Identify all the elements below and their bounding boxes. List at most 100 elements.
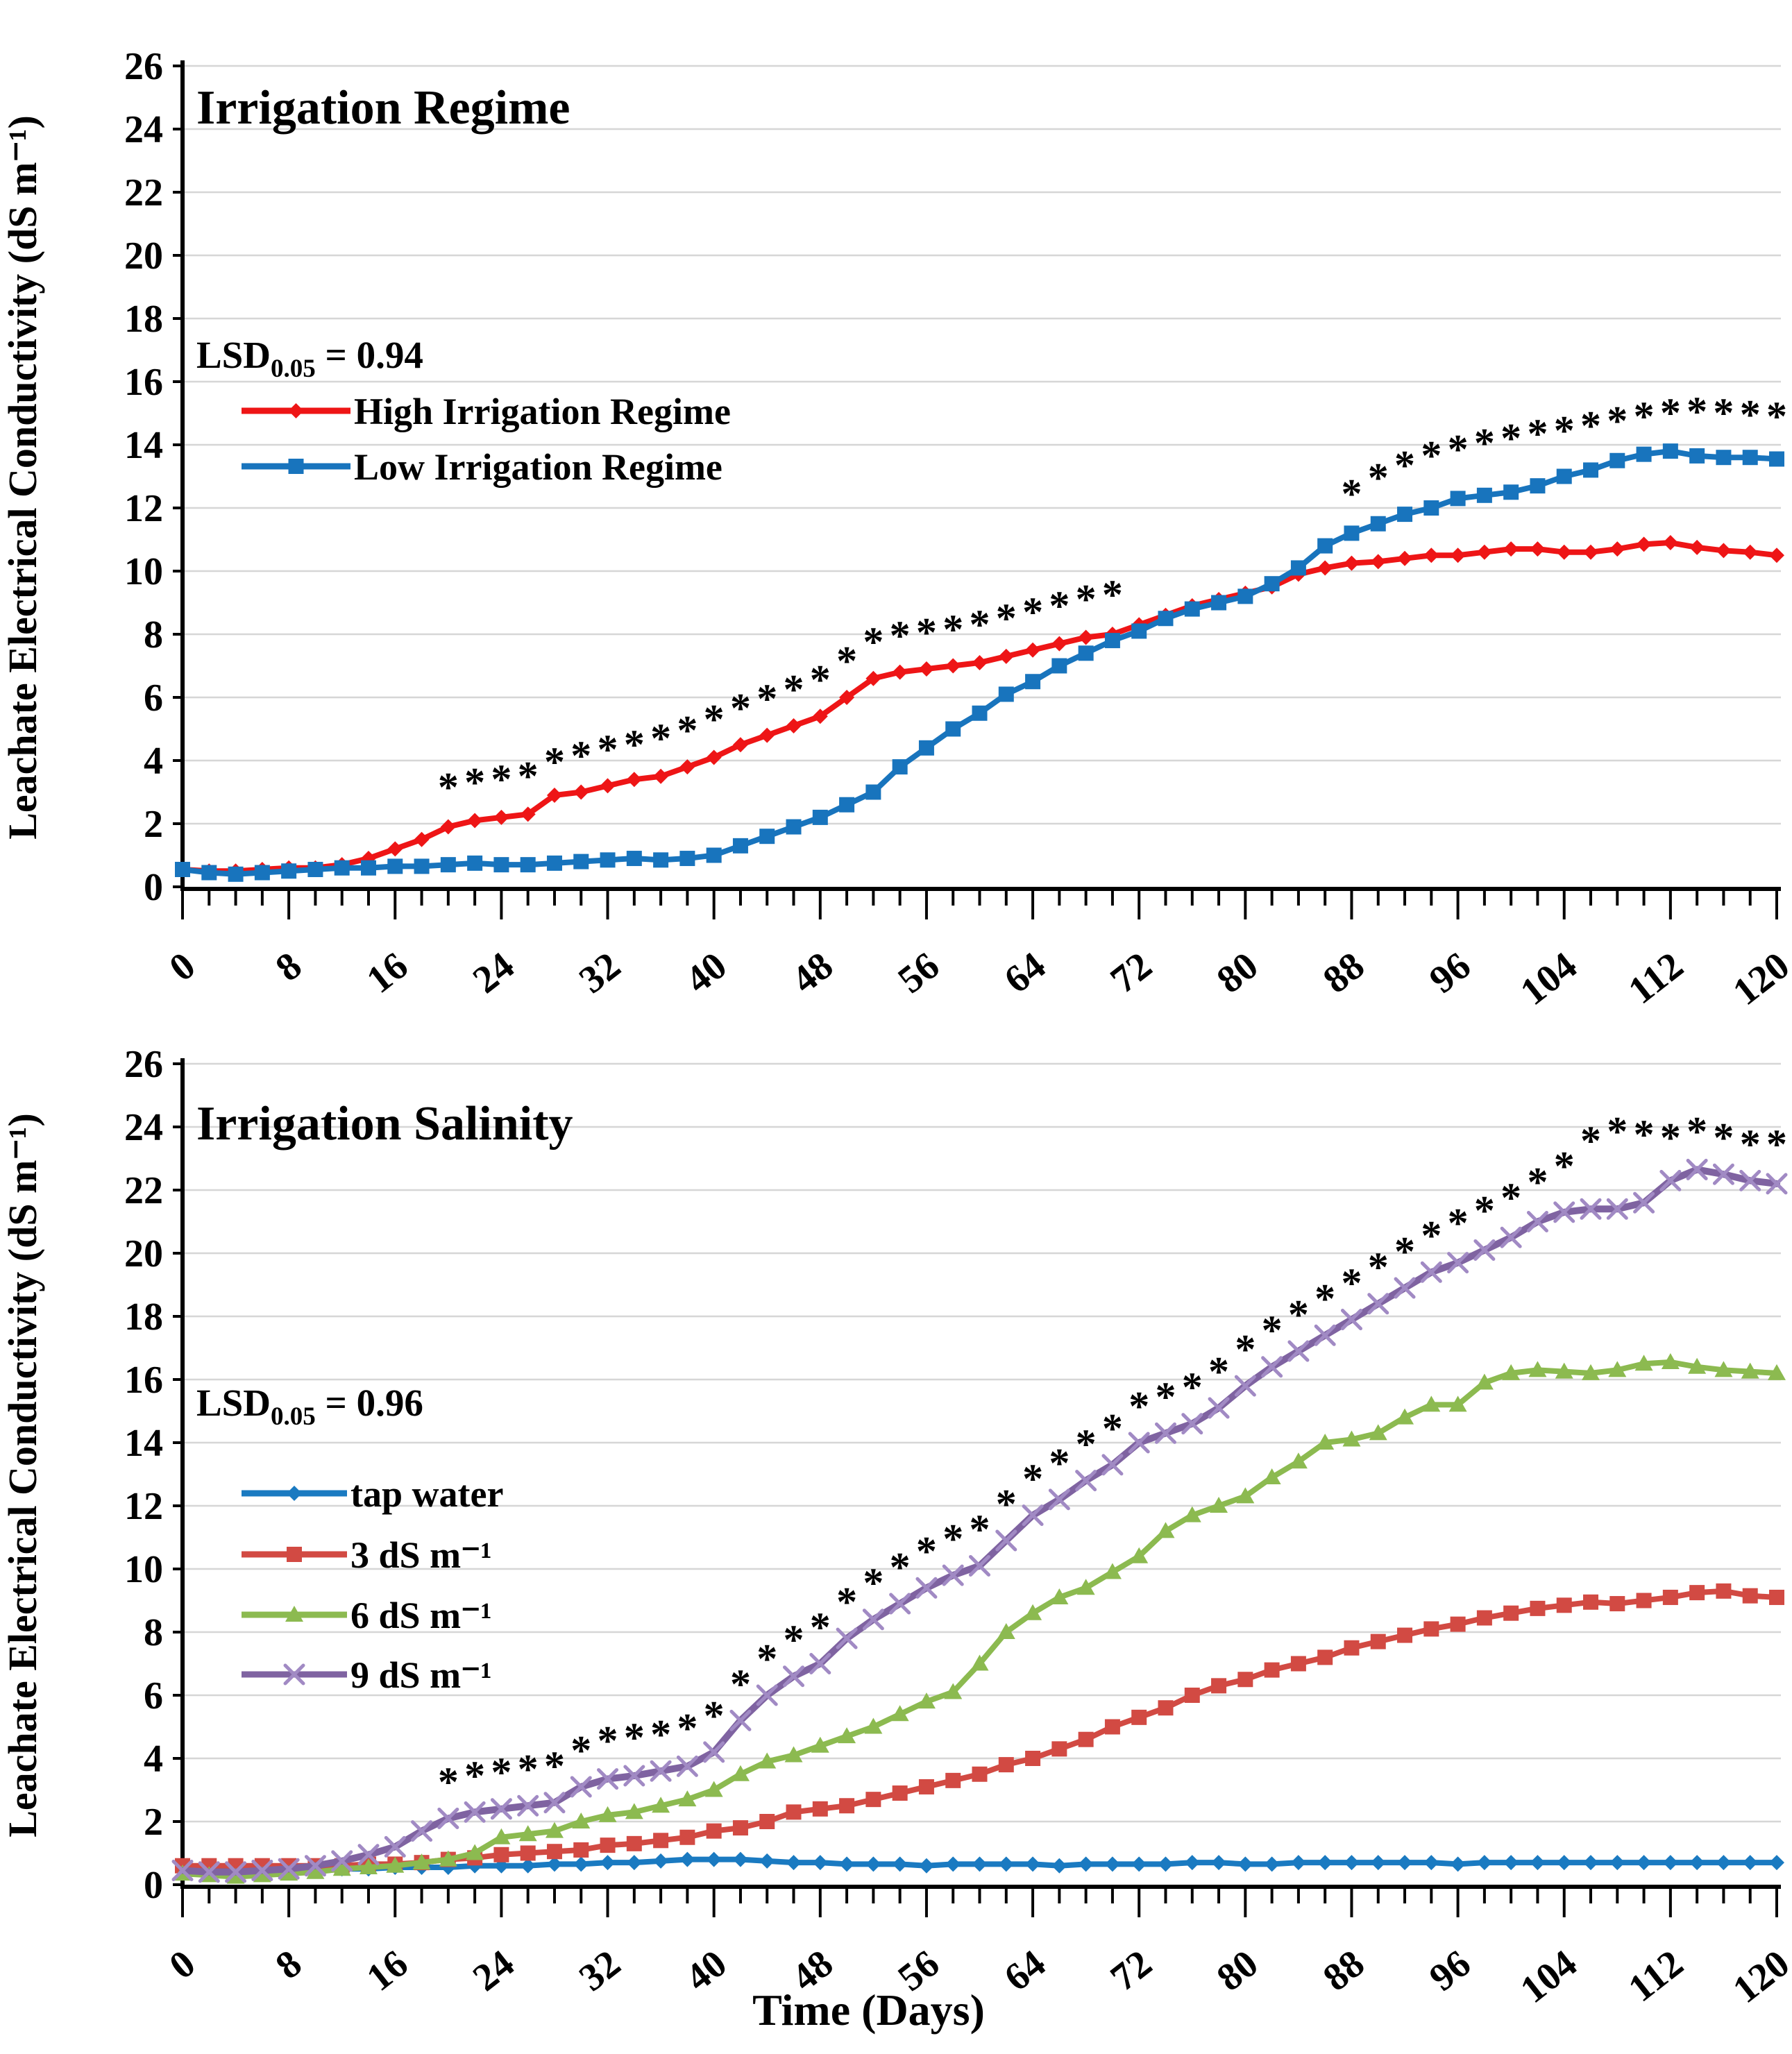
significance-asterisk: * — [1607, 398, 1628, 444]
significance-asterisk: * — [1076, 1421, 1097, 1467]
legend-label: 3 dS m⁻¹ — [350, 1534, 492, 1576]
axes — [173, 1058, 1781, 1917]
significance-asterisk: * — [916, 1529, 937, 1575]
significance-asterisk: * — [1394, 442, 1415, 488]
y-tick-label: 20 — [124, 1232, 163, 1275]
significance-asterisk: * — [624, 722, 645, 767]
significance-asterisk: * — [890, 613, 911, 659]
series-tap-water — [175, 1851, 1784, 1878]
y-tick-label: 20 — [124, 235, 163, 278]
significance-asterisk: * — [1448, 1200, 1469, 1246]
y-tick-label: 14 — [124, 424, 163, 467]
significance-asterisk: * — [1421, 1213, 1442, 1259]
y-tick-label: 12 — [124, 1485, 163, 1528]
series-low-irrigation-regime — [175, 443, 1784, 882]
y-tick-label: 24 — [124, 1106, 163, 1149]
y-axis-ticks — [173, 65, 183, 888]
significance-asterisk: * — [677, 708, 698, 754]
significance-asterisk: * — [544, 1743, 565, 1789]
series-markers — [175, 443, 1784, 882]
significance-asterisk: * — [916, 609, 937, 655]
significance-asterisk: * — [1740, 1121, 1761, 1167]
significance-asterisk: * — [1155, 1374, 1176, 1420]
significance-asterisk: * — [1049, 1440, 1070, 1486]
y-tick-label: 0 — [144, 866, 163, 909]
significance-asterisk: * — [970, 1506, 990, 1552]
significance-asterisk: * — [810, 1604, 831, 1650]
panel-title: Irrigation Regime — [196, 81, 570, 135]
legend-item-0: High Irrigation Regime — [242, 391, 731, 432]
significance-asterisk: * — [730, 686, 751, 731]
significance-asterisk: * — [491, 756, 512, 802]
significance-asterisk: * — [996, 595, 1017, 641]
legend-label: High Irrigation Regime — [354, 391, 731, 432]
significance-asterisk: * — [1607, 1109, 1628, 1155]
significance-asterisk: * — [1448, 427, 1469, 473]
series-9-ds-m- — [171, 1158, 1788, 1883]
significance-asterisk: * — [544, 739, 565, 785]
significance-stars-0: * * * * * * * * * * * * * * * * * * * * * * * * * * — [438, 572, 1123, 810]
significance-asterisk: * — [1660, 1115, 1681, 1161]
significance-asterisk: * — [491, 1749, 512, 1795]
significance-asterisk: * — [1474, 420, 1495, 466]
y-axis-label: Leachate Electrical Conductivity (dS m⁻¹… — [0, 1113, 45, 1837]
significance-asterisk: * — [1766, 1121, 1787, 1167]
significance-asterisk: * — [1766, 393, 1787, 439]
significance-asterisk: * — [464, 760, 485, 806]
legend-item-1: 3 dS m⁻¹ — [242, 1534, 492, 1576]
significance-asterisk: * — [996, 1481, 1017, 1527]
significance-asterisk: * — [518, 753, 539, 799]
significance-asterisk: * — [438, 764, 459, 810]
significance-stars-1: * * * * * * * * * * * * * * * * * — [1341, 389, 1787, 516]
y-tick-label: 18 — [124, 298, 163, 341]
significance-asterisk: * — [1208, 1348, 1229, 1394]
y-tick-label: 16 — [124, 1359, 163, 1402]
significance-asterisk: * — [677, 1706, 698, 1751]
significance-asterisk: * — [1634, 393, 1655, 439]
significance-asterisk: * — [1076, 577, 1097, 622]
legend: High Irrigation Regime Low Irrigation Reg… — [242, 391, 731, 488]
lsd-annotation: LSD0.05 = 0.96 — [196, 1382, 423, 1431]
significance-asterisk: * — [650, 1712, 671, 1758]
significance-asterisk: * — [598, 727, 618, 772]
legend-item-2: 6 dS m⁻¹ — [242, 1595, 492, 1636]
significance-asterisk: * — [1687, 1109, 1707, 1155]
legend: tap water 3 dS m⁻¹ 6 dS m⁻¹ 9 dS m⁻¹ — [242, 1473, 503, 1696]
y-tick-label: 6 — [144, 1674, 163, 1717]
y-tick-label: 6 — [144, 677, 163, 720]
significance-asterisk: * — [810, 657, 831, 703]
y-tick-label: 8 — [144, 1611, 163, 1654]
series-markers — [175, 1851, 1784, 1878]
significance-asterisk: * — [943, 606, 963, 652]
y-tick-label: 14 — [124, 1422, 163, 1465]
significance-asterisk: * — [1235, 1327, 1256, 1373]
significance-asterisk: * — [1501, 416, 1521, 461]
significance-asterisk: * — [704, 697, 725, 742]
significance-asterisk: * — [1288, 1291, 1309, 1337]
legend-item-3: 9 dS m⁻¹ — [242, 1654, 492, 1696]
y-tick-label: 16 — [124, 361, 163, 404]
y-tick-label: 26 — [124, 1043, 163, 1086]
significance-asterisk: * — [836, 1579, 857, 1625]
significance-asterisk: * — [1660, 390, 1681, 436]
significance-asterisk: * — [1182, 1364, 1203, 1410]
significance-asterisk: * — [970, 602, 990, 647]
significance-asterisk: * — [836, 638, 857, 684]
significance-asterisk: * — [1341, 1260, 1362, 1306]
series-high-irrigation-regime — [175, 535, 1784, 879]
significance-asterisk: * — [863, 1560, 884, 1606]
significance-asterisk: * — [1341, 470, 1362, 516]
significance-asterisk: * — [1102, 572, 1123, 618]
significance-asterisk: * — [1474, 1187, 1495, 1233]
series-markers — [171, 1158, 1788, 1883]
legend-item-0: tap water — [242, 1473, 503, 1515]
significance-asterisk: * — [1713, 1115, 1734, 1161]
y-tick-label: 0 — [144, 1864, 163, 1907]
significance-asterisk: * — [1687, 389, 1707, 434]
x-axis-label: Time (Days) — [752, 1985, 985, 2035]
y-tick-label: 18 — [124, 1296, 163, 1339]
significance-asterisk: * — [704, 1692, 725, 1738]
